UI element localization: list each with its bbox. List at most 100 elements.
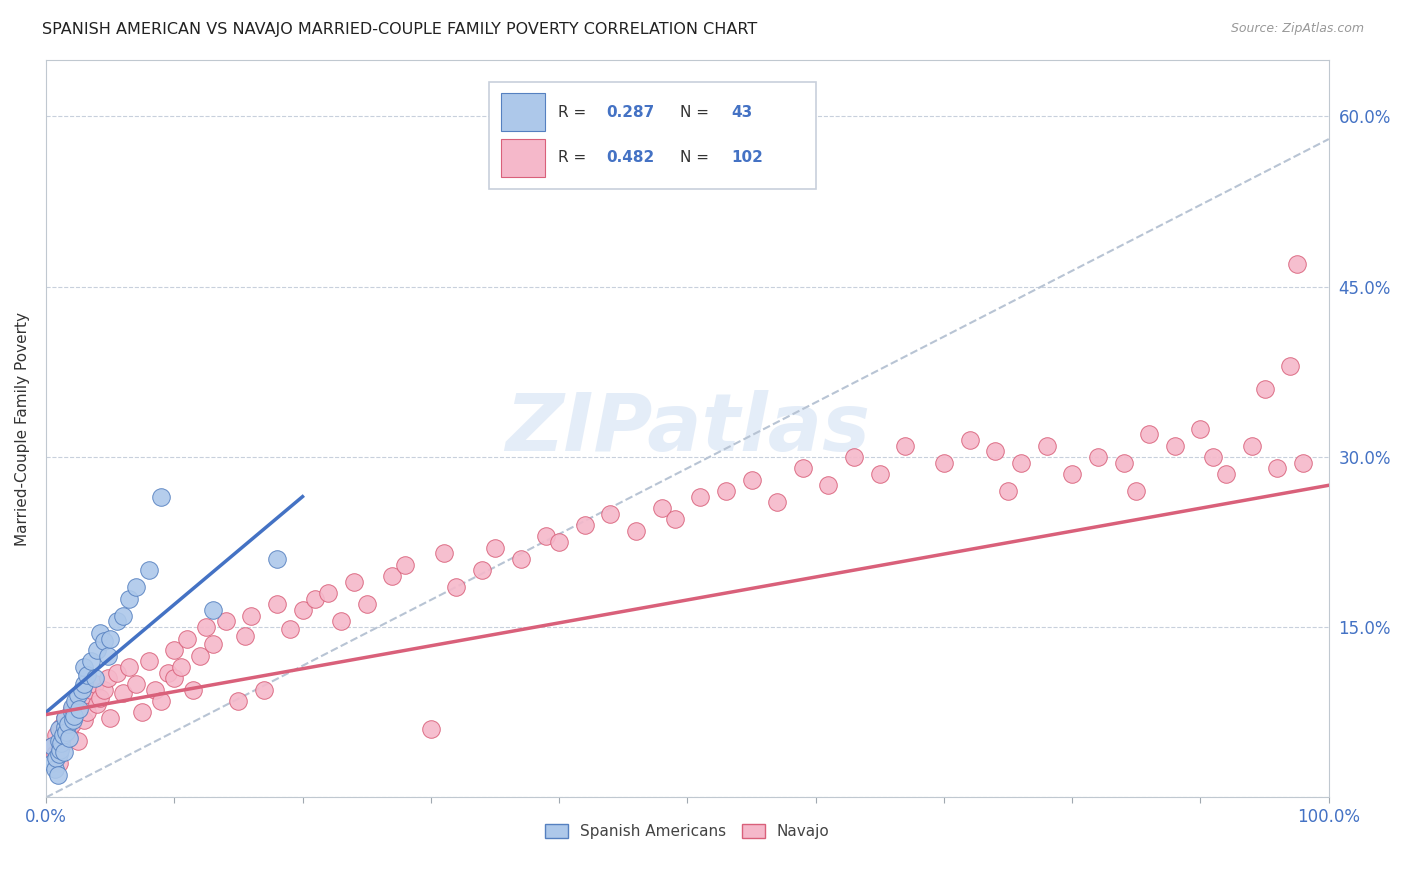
Point [60,716,83,731]
Point [536,529,558,543]
Point [188,648,211,663]
Point [163,643,186,657]
Point [1267,461,1289,475]
Point [150,694,173,708]
Point [214,615,236,629]
Point [599,507,621,521]
Point [45,728,67,742]
Point [111,608,134,623]
Point [228,694,250,708]
Point [1253,382,1275,396]
Point [73,660,96,674]
Point [1240,438,1263,452]
Point [51,736,73,750]
Point [76,668,98,682]
Point [138,654,160,668]
Text: 0.287: 0.287 [606,104,655,120]
Point [150,490,173,504]
Text: R =: R = [558,150,591,165]
Point [651,500,673,515]
Point [169,660,191,674]
Point [60,699,83,714]
Point [574,518,596,533]
Point [240,608,263,623]
Point [156,665,179,680]
Point [842,450,865,464]
Point [49,743,72,757]
Point [304,591,326,606]
Point [419,723,441,737]
Text: SPANISH AMERICAN VS NAVAJO MARRIED-COUPLE FAMILY POVERTY CORRELATION CHART: SPANISH AMERICAN VS NAVAJO MARRIED-COUPL… [42,22,758,37]
Point [792,461,814,475]
Text: N =: N = [679,104,714,120]
Point [80,682,103,697]
Point [125,581,148,595]
Point [664,512,686,526]
Point [65,694,87,708]
Point [89,625,111,640]
Point [52,736,75,750]
Point [446,581,468,595]
Point [253,682,276,697]
Point [125,677,148,691]
Text: R =: R = [558,104,591,120]
Point [67,699,90,714]
Point [330,615,353,629]
Legend: Spanish Americans, Navajo: Spanish Americans, Navajo [538,817,835,845]
Point [98,711,121,725]
Point [98,632,121,646]
Point [484,541,506,555]
Point [278,623,301,637]
Point [73,713,96,727]
Point [73,677,96,691]
Point [58,731,80,746]
Point [52,745,75,759]
Point [714,483,737,498]
Point [316,586,339,600]
Point [984,444,1007,458]
Point [105,615,128,629]
Point [93,682,115,697]
Point [80,654,103,668]
Point [63,708,86,723]
Text: 102: 102 [731,150,763,165]
Point [1062,467,1084,481]
Point [41,756,63,771]
Point [70,682,93,697]
Point [44,762,66,776]
Point [163,671,186,685]
Point [60,706,83,720]
FancyBboxPatch shape [488,82,815,189]
Point [62,713,84,727]
Point [89,690,111,705]
FancyBboxPatch shape [502,93,546,131]
Point [111,686,134,700]
Point [201,603,224,617]
Point [1189,421,1212,435]
Point [509,552,531,566]
Point [53,723,76,737]
Point [1202,450,1225,464]
Point [53,720,76,734]
Point [131,706,153,720]
Point [1125,483,1147,498]
Point [48,723,70,737]
Point [959,433,981,447]
Point [1164,438,1187,452]
Point [93,633,115,648]
Point [55,724,77,739]
Point [1285,257,1308,271]
Point [83,677,105,691]
Point [118,660,141,674]
Point [96,671,118,685]
Point [73,688,96,702]
Point [55,731,77,746]
Point [138,563,160,577]
Point [266,552,288,566]
Point [176,632,198,646]
Point [86,698,108,712]
Point [67,733,90,747]
Point [1292,456,1315,470]
Point [1035,438,1057,452]
Point [48,743,70,757]
